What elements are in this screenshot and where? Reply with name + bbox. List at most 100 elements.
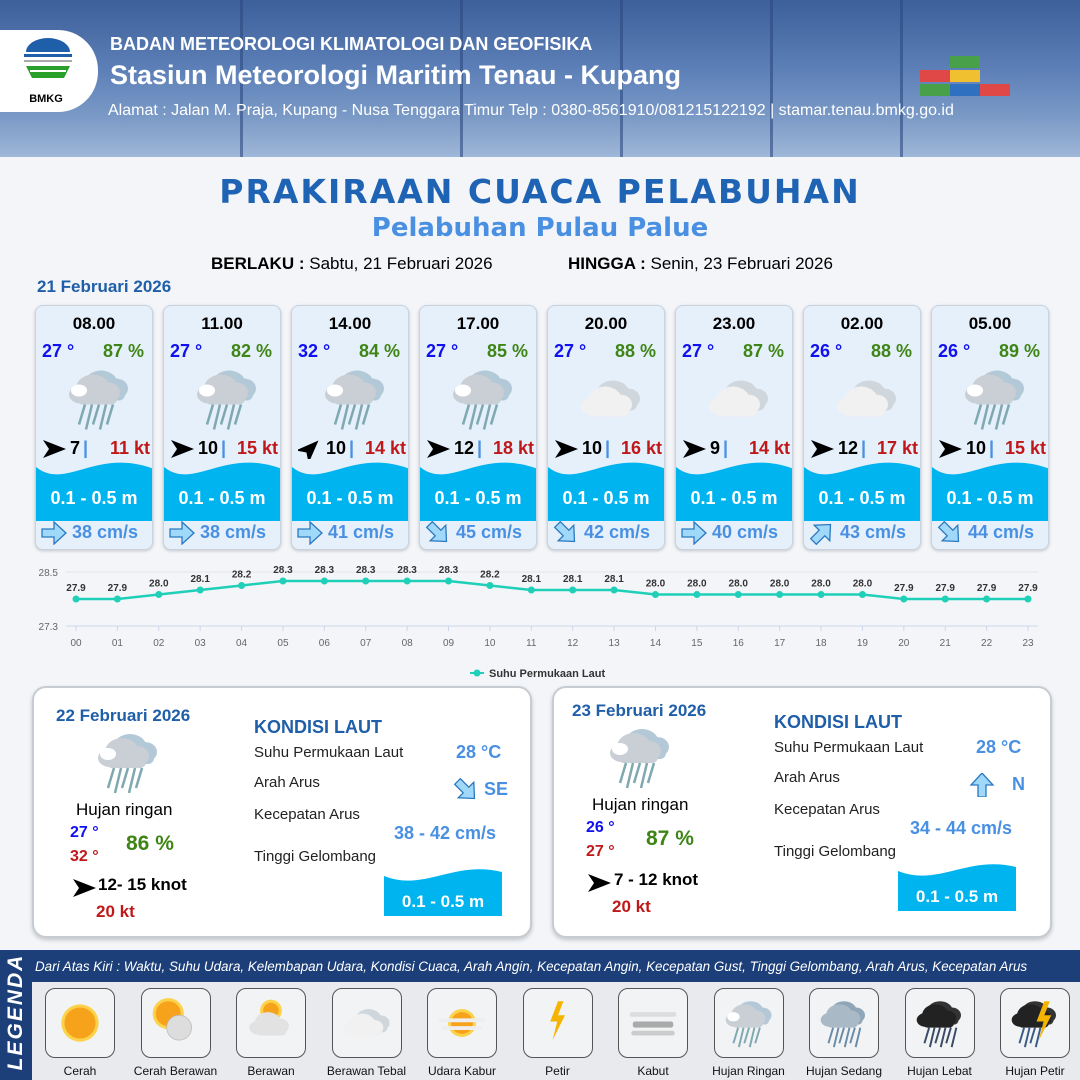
data-label: 28.0 (149, 579, 169, 590)
data-label: 28.1 (604, 574, 624, 585)
wave-height-label: Tinggi Gelombang (774, 843, 897, 860)
x-tick-label: 22 (981, 638, 993, 649)
x-tick-label: 17 (774, 638, 786, 649)
current-speed: 43 cm/s (840, 521, 907, 542)
wave-icon (36, 462, 152, 521)
humidity: 88 % (614, 341, 656, 361)
current-direction-arrow-icon (452, 777, 480, 807)
page-title: PRAKIRAAN CUACA PELABUHAN (219, 172, 861, 211)
legend-item-label: Udara Kabur (427, 1064, 497, 1078)
wind-direction-arrow-icon (554, 439, 578, 459)
daily-forecast-panel: 22 Februari 2026 Hujan ringan 27 ° 32 ° 86 %… (32, 686, 532, 938)
wave-icon (384, 869, 502, 916)
humidity: 89 % (998, 341, 1040, 361)
data-point (196, 586, 204, 594)
current-speed: 44 cm/s (968, 521, 1035, 542)
wave-height-label: Tinggi Gelombang (254, 848, 377, 865)
wave-height: 0.1 - 0.5 m (946, 488, 1034, 508)
data-point (610, 586, 618, 594)
current-direction-arrow-icon (552, 520, 580, 543)
wind-info: 12 | 18 kt (426, 438, 534, 459)
data-point (941, 595, 949, 603)
x-tick-label: 01 (112, 638, 124, 649)
air-temperature: 32 ° (298, 341, 331, 361)
current-info: 38 cm/s (40, 520, 138, 546)
current-direction-arrow-icon (424, 520, 452, 543)
data-label: 28.0 (770, 579, 790, 590)
air-temperature: 27 ° (426, 341, 459, 361)
legend-item: Hujan Petir (990, 988, 1080, 1078)
wind-direction-arrow-icon (426, 439, 450, 459)
current-direction-label: Arah Arus (774, 769, 840, 786)
wind-info: 10 | 16 kt (554, 438, 662, 459)
air-temperature: 27 ° (170, 341, 203, 361)
data-label: 27.9 (977, 583, 997, 594)
hujan-lebat-icon (904, 988, 975, 1058)
wave-height: 0.1 - 0.5 m (306, 488, 394, 508)
wind-speed: 9 (710, 438, 721, 458)
current-info: 41 cm/s (296, 520, 394, 546)
x-tick-label: 16 (733, 638, 745, 649)
valid-from: BERLAKU : Sabtu, 21 Februari 2026 (211, 254, 493, 273)
berawan-tebal-icon (575, 361, 647, 436)
hujan-ringan-icon (191, 361, 263, 436)
wind-direction-arrow-icon (295, 439, 322, 463)
wave-height: 0.1 - 0.5 m (178, 488, 266, 508)
data-point (279, 577, 287, 585)
wind-info: 10 | 15 kt (938, 438, 1046, 459)
wave-icon (292, 462, 408, 521)
berawan-tebal-icon (831, 361, 903, 436)
gust-speed: 14 kt (364, 438, 406, 458)
forecast-time: 23.00 (712, 314, 756, 333)
legend-item: Udara Kabur (417, 988, 507, 1078)
gust-speed: 20 kt (96, 902, 135, 921)
hujan-petir-icon (1000, 988, 1070, 1058)
forecast-card: 14.00 32 ° 84 % 10 | 14 kt 0.1 - 0.5 m 41 … (291, 305, 409, 550)
sst-value: 28 °C (456, 742, 502, 762)
wind-direction-arrow-icon (72, 878, 96, 903)
wind-speed-range: 7 - 12 knot (614, 870, 699, 889)
humidity: 88 % (870, 341, 912, 361)
air-temperature: 26 ° (810, 341, 843, 361)
data-label: 28.3 (315, 565, 335, 576)
data-label: 28.3 (273, 565, 293, 576)
data-point (238, 582, 246, 589)
data-label: 28.0 (853, 579, 873, 590)
hujan-sedang-icon (809, 988, 879, 1058)
x-tick-label: 06 (319, 638, 331, 649)
data-point (1024, 595, 1032, 603)
wind-direction-arrow-icon (682, 439, 706, 459)
wind-direction-arrow-icon (938, 439, 962, 459)
wave-icon (676, 462, 792, 521)
humidity: 86 % (126, 832, 174, 855)
legend-item-label: Hujan Sedang (805, 1064, 883, 1078)
forecast-time: 17.00 (456, 314, 500, 333)
data-point (403, 577, 411, 585)
current-direction-label: Arah Arus (254, 774, 320, 791)
wind-speed: 10 (582, 438, 603, 458)
forecast-time: 05.00 (968, 314, 1012, 333)
forecast-time: 11.00 (201, 314, 243, 333)
forecast-card: 17.00 27 ° 85 % 12 | 18 kt 0.1 - 0.5 m 45 … (419, 305, 537, 550)
forecast-time: 14.00 (328, 314, 372, 333)
current-info: 44 cm/s (936, 520, 1035, 543)
wave-height: 0.1 - 0.5 m (690, 488, 778, 508)
panel-date: 22 Februari 2026 (56, 706, 191, 725)
forecast-time: 20.00 (584, 314, 628, 333)
wave-icon (164, 462, 280, 521)
hujan-ringan-icon (959, 361, 1031, 436)
legend-item: Petir (513, 988, 603, 1078)
gust-speed: 17 kt (876, 438, 918, 458)
x-tick-label: 05 (277, 638, 289, 649)
current-speed-label: Kecepatan Arus (774, 801, 880, 818)
data-label: 28.0 (729, 579, 749, 590)
data-label: 28.3 (397, 565, 417, 576)
wind-direction-arrow-icon (42, 439, 66, 459)
data-label: 27.9 (108, 583, 128, 594)
legend-item-label: Berawan Tebal (326, 1064, 407, 1078)
wave-height-value: 0.1 - 0.5 m (401, 892, 485, 911)
hujan-ringan-icon (713, 988, 784, 1058)
legend-item: Berawan (226, 988, 316, 1078)
data-label: 28.0 (646, 579, 666, 590)
x-tick-label: 10 (484, 638, 496, 649)
